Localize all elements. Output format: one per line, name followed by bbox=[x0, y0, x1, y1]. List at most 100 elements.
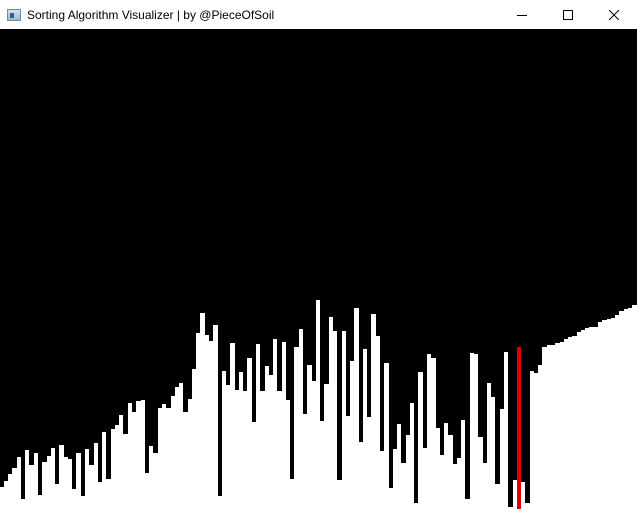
bar bbox=[504, 352, 508, 509]
bar bbox=[602, 320, 607, 509]
bar bbox=[205, 335, 209, 509]
bar bbox=[363, 349, 367, 509]
bar bbox=[564, 339, 568, 509]
bar bbox=[598, 322, 602, 509]
bar bbox=[418, 372, 423, 509]
bar bbox=[286, 400, 290, 509]
bar bbox=[389, 488, 393, 509]
bar bbox=[277, 391, 282, 509]
bar bbox=[320, 421, 324, 509]
bar bbox=[560, 342, 564, 509]
bar bbox=[115, 425, 119, 509]
bar bbox=[436, 428, 440, 509]
minimize-button[interactable] bbox=[499, 0, 545, 29]
bar bbox=[123, 434, 128, 509]
bar bbox=[337, 480, 342, 509]
bar bbox=[226, 385, 230, 509]
bar bbox=[162, 404, 166, 509]
bar bbox=[247, 358, 252, 509]
bar bbox=[4, 481, 8, 509]
bar bbox=[585, 328, 589, 509]
bar bbox=[175, 387, 179, 509]
bar bbox=[171, 396, 175, 509]
bar bbox=[324, 384, 329, 509]
bar bbox=[119, 415, 123, 509]
bar bbox=[431, 358, 436, 509]
bar bbox=[397, 424, 401, 509]
bar bbox=[55, 484, 59, 509]
bar bbox=[145, 473, 149, 509]
visualizer-canvas bbox=[0, 29, 637, 509]
bar bbox=[470, 353, 474, 509]
bar bbox=[128, 403, 132, 509]
bar bbox=[243, 391, 247, 509]
bar bbox=[38, 495, 42, 509]
bar bbox=[393, 449, 397, 509]
bar bbox=[525, 503, 530, 509]
bar bbox=[513, 480, 517, 509]
bar bbox=[555, 343, 560, 509]
bar bbox=[136, 401, 141, 509]
bar bbox=[17, 457, 21, 509]
bar bbox=[440, 455, 444, 509]
bar bbox=[568, 337, 572, 509]
close-icon bbox=[609, 9, 619, 20]
bar bbox=[76, 453, 81, 509]
title-bar[interactable]: Sorting Algorithm Visualizer | by @Piece… bbox=[0, 0, 637, 29]
bar bbox=[260, 391, 265, 509]
bar bbox=[384, 363, 389, 509]
bar bbox=[491, 397, 495, 509]
bar bbox=[487, 383, 491, 509]
bar bbox=[589, 327, 594, 509]
maximize-button[interactable] bbox=[545, 0, 591, 29]
bar bbox=[307, 365, 312, 509]
bar bbox=[12, 468, 17, 509]
bar bbox=[209, 341, 213, 509]
bar bbox=[607, 319, 611, 509]
bar bbox=[414, 503, 418, 509]
bar bbox=[218, 496, 222, 509]
bar bbox=[483, 463, 487, 509]
minimize-icon bbox=[517, 14, 527, 16]
bar bbox=[68, 459, 72, 509]
bar bbox=[85, 449, 89, 509]
bar bbox=[94, 443, 98, 509]
bar bbox=[141, 400, 145, 509]
bar bbox=[106, 479, 111, 509]
highlighted-bar bbox=[517, 347, 521, 509]
bar bbox=[282, 342, 286, 509]
bar bbox=[51, 448, 55, 509]
bar bbox=[252, 422, 256, 509]
bar bbox=[581, 330, 585, 509]
bar bbox=[401, 463, 406, 509]
bar bbox=[34, 453, 38, 509]
bar bbox=[594, 327, 598, 509]
bar bbox=[611, 318, 615, 509]
bar bbox=[333, 331, 337, 509]
bar bbox=[359, 442, 363, 509]
bar bbox=[465, 499, 470, 509]
bar bbox=[72, 489, 76, 509]
bar bbox=[89, 465, 94, 509]
bar bbox=[42, 462, 47, 509]
app-icon bbox=[7, 8, 21, 21]
bar bbox=[29, 465, 34, 509]
bar bbox=[508, 507, 513, 509]
bar bbox=[132, 412, 136, 509]
bar bbox=[312, 381, 316, 509]
bar bbox=[376, 336, 380, 509]
bar bbox=[461, 420, 465, 509]
bar bbox=[547, 345, 551, 509]
bar bbox=[8, 474, 12, 509]
bar bbox=[448, 435, 453, 509]
close-button[interactable] bbox=[591, 0, 637, 29]
bar bbox=[354, 308, 359, 509]
bar bbox=[188, 399, 192, 509]
bar bbox=[624, 309, 628, 509]
bar bbox=[628, 308, 632, 509]
bar bbox=[346, 416, 350, 509]
bar bbox=[166, 408, 171, 509]
bar bbox=[98, 482, 102, 509]
bar bbox=[495, 484, 500, 509]
